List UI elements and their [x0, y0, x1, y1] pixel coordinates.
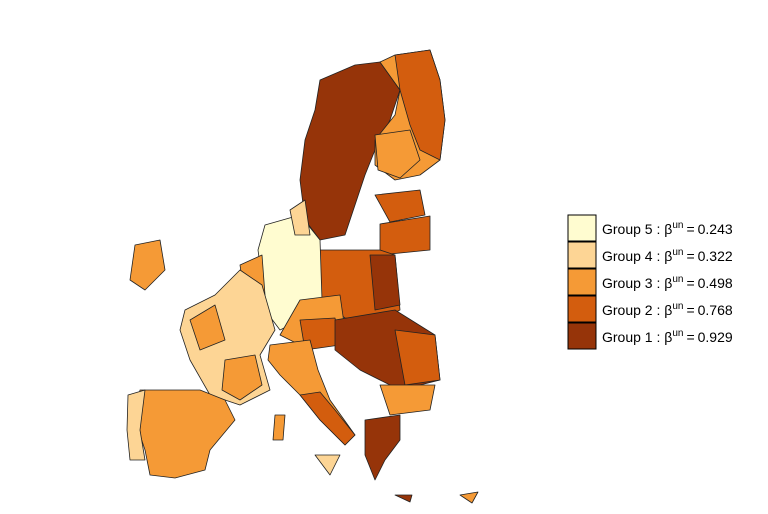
- legend-text-part: 0.322: [698, 248, 733, 264]
- region: [129, 239, 166, 291]
- region: [369, 254, 401, 311]
- region: [221, 354, 263, 401]
- region: [289, 199, 311, 236]
- legend-text-part: Group 3 : β: [602, 275, 672, 291]
- legend-text-part: Group 4 : β: [602, 248, 672, 264]
- map-regions: [126, 49, 479, 504]
- legend-text-part: 0.243: [698, 221, 733, 237]
- legend-label: Group 1 : βun = 0.929: [602, 328, 733, 345]
- legend-text-part: un: [672, 247, 683, 258]
- region: [134, 389, 236, 479]
- region: [314, 454, 341, 476]
- region: [126, 389, 146, 461]
- legend-swatch: [567, 295, 597, 323]
- legend-swatch: [567, 268, 597, 296]
- legend-text-part: =: [686, 275, 694, 291]
- region: [299, 391, 356, 446]
- region: [272, 414, 286, 441]
- legend-text-part: 0.929: [698, 329, 733, 345]
- region: [459, 491, 479, 504]
- region: [394, 329, 441, 386]
- legend-swatch: [567, 241, 597, 269]
- region: [374, 129, 421, 179]
- region: [189, 304, 226, 351]
- legend-label: Group 3 : βun = 0.498: [602, 274, 733, 291]
- legend-text-part: un: [672, 301, 683, 312]
- legend-text-part: un: [672, 328, 683, 339]
- legend-text-part: un: [672, 220, 683, 231]
- region: [374, 189, 426, 223]
- legend-text-part: Group 2 : β: [602, 302, 672, 318]
- legend-text-part: =: [686, 329, 694, 345]
- region: [394, 49, 446, 161]
- region: [364, 414, 401, 481]
- region: [379, 215, 431, 256]
- legend-text-part: 0.498: [698, 275, 733, 291]
- legend-label: Group 5 : βun = 0.243: [602, 220, 733, 237]
- legend-text-part: =: [686, 248, 694, 264]
- legend-text-part: =: [686, 221, 694, 237]
- legend-text-part: =: [686, 302, 694, 318]
- legend-swatch: [567, 322, 597, 350]
- legend-swatch: [567, 214, 597, 242]
- region: [394, 494, 413, 503]
- legend-text-part: Group 1 : β: [602, 329, 672, 345]
- legend-text-part: Group 5 : β: [602, 221, 672, 237]
- legend-text-part: 0.768: [698, 302, 733, 318]
- legend-label: Group 4 : βun = 0.322: [602, 247, 733, 264]
- region: [379, 384, 436, 416]
- legend-label: Group 2 : βun = 0.768: [602, 301, 733, 318]
- legend-text-part: un: [672, 274, 683, 285]
